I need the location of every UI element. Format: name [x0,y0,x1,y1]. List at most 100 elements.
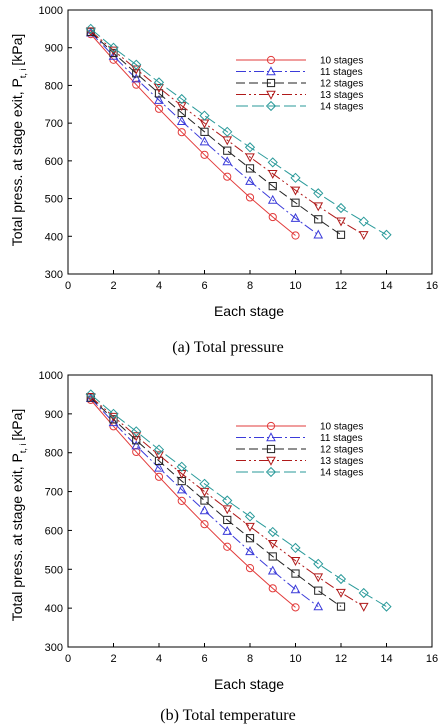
chart-a-series-4-point [222,126,233,137]
chart-b-xtick-label: 14 [380,653,392,665]
chart-b-ytick-label: 500 [45,564,63,576]
chart-a-ytick-label: 800 [45,80,63,92]
chart-b-series-4-point [176,461,187,472]
chart-b-series-1-point [267,565,278,575]
chart-a-series-line-4 [90,28,387,236]
chart-b-xtick-label: 2 [110,653,116,665]
chart-b-ytick-label: 400 [45,603,63,615]
chart-a-series-0-point [177,128,186,137]
chart-b-series-4-point [244,511,256,522]
chart-a-series-2-point [223,146,232,155]
chart-a-series-1-point [108,50,119,60]
chart-a-series-1-point [176,116,187,125]
chart-b-plot: 0 2 4 6 8 10 12 14 16 300 400 500 600 700 800 900 1000 10… [39,370,439,665]
chart-a-series-2-point [154,89,164,98]
chart-a-series-2-point [109,48,118,58]
chart-a-xlabel: Each stage [214,303,284,319]
chart-a-legend-label-3: 13 stages [320,90,363,101]
chart-a-ytick-label: 600 [45,156,63,168]
chart-b-xtick-label: 16 [426,653,438,665]
chart-b-legend-label-3: 13 stages [320,456,363,467]
chart-a-ylabel-main: Total press. at stage exit, P [9,78,25,246]
chart-a-series-1-point [290,212,301,222]
chart-b-series-4-point [131,426,142,437]
chart-b-series-2-point [132,436,141,445]
chart-b-frame [67,374,433,648]
chart-a-ylabel-sub: t, i [18,69,28,79]
chart-a-ytick-label: 500 [45,194,63,206]
chart-b-legend-marker-2 [266,444,276,454]
chart-b-series-line-4 [90,394,387,608]
chart-b-ylabel-unit: [kPa] [9,409,25,441]
chart-b-ytick-label: 900 [45,409,63,421]
chart-b-ytick-label: 700 [45,487,63,499]
chart-a-series-4-point [381,229,392,240]
chart-b-xlabel: Each stage [214,676,284,692]
chart-a-series-0-point [268,212,277,222]
chart-a-legend-label-0: 10 stages [320,56,363,67]
chart-b-xtick-label: 6 [201,653,207,665]
chart-a-series-1-point [222,156,233,166]
chart-a-series-3-point [313,202,324,212]
chart-b-ytick-label: 600 [45,525,63,537]
chart-b-series-1-point [154,462,164,472]
chart-a-series-4-point [108,42,119,53]
chart-a-series-3-point [267,169,278,179]
chart-a-series-0-point [245,193,255,202]
chart-a-series-2-point [268,182,277,191]
chart-b-series-2-point [109,415,118,424]
chart-a-legend-label-2: 12 stages [320,79,363,90]
chart-a-series-0-point [291,231,300,240]
chart-a-series-4-point [131,59,142,70]
chart-b-series-4-point [222,495,233,506]
chart-b-series-2-point [291,569,300,578]
chart-b-series-1-point [199,505,210,515]
chart-b-series-3-point [267,539,278,549]
chart-b-series-4-point [381,601,392,612]
chart-a: 0 2 4 6 8 10 12 14 16 300 400 500 600 700 800 900 1000 10… [9,5,438,356]
chart-a-series-0-point [132,80,141,89]
chart-a-series-1-point [199,136,210,146]
chart-a-ytick-label: 300 [45,269,63,281]
chart-a-caption: (a) Total pressure [172,339,283,356]
chart-b-legend-marker-1 [266,432,276,442]
chart-a-ytick-label: 900 [45,43,63,55]
chart-b-ytick-label: 300 [45,642,63,654]
chart-b-series-0-point [132,447,141,457]
chart-a-ylabel-unit: [kPa] [9,34,25,66]
chart-b-series-1-point [131,440,142,450]
chart-b-series-3-point [154,451,164,461]
chart-a-ylabel: Total press. at stage exit, Pt, i [kPa] [9,34,28,247]
chart-b-legend-label-1: 11 stages [320,433,363,444]
chart-b-legend-label-4: 14 stages [320,468,363,479]
chart-a-series-3-point [358,231,369,241]
chart-a-series-1-point [313,229,324,239]
chart-b-series-4-point [153,444,165,455]
chart-b-series-3-point [245,522,255,532]
chart-a-series-4-point [267,157,278,168]
chart-b-xtick-label: 0 [65,653,71,665]
chart-b-series-1-point [222,525,233,535]
chart-b-legend-label-2: 12 stages [320,445,363,456]
chart-b-ylabel-sub: t, i [18,444,28,454]
chart-a-legend-marker-2 [266,78,276,88]
chart-b-legend-marker-4 [265,466,277,478]
chart-a-legend-marker-3 [266,90,276,100]
chart-b-caption: (b) Total temperature [160,707,295,724]
chart-b-series-3-point [336,588,346,598]
chart-a-legend-label-1: 11 stages [320,67,363,78]
chart-a-series-3-point [108,46,119,56]
chart-a-series-line-1 [90,32,319,236]
chart-b-series-3-point [313,573,324,583]
chart-a-series-3-point [336,217,346,227]
chart-b-series-4-point [313,558,324,569]
chart-b-legend-label-0: 10 stages [320,422,363,433]
chart-a-series-1-point [245,175,255,185]
chart-b-series-4-point [335,573,347,585]
chart-b-series-2-point [245,534,255,543]
chart-a-xtick-label: 10 [289,280,301,292]
chart-b-series-0-point [291,603,300,612]
chart-a-xtick-label: 8 [247,280,253,292]
chart-b-series-2-point [223,515,232,525]
